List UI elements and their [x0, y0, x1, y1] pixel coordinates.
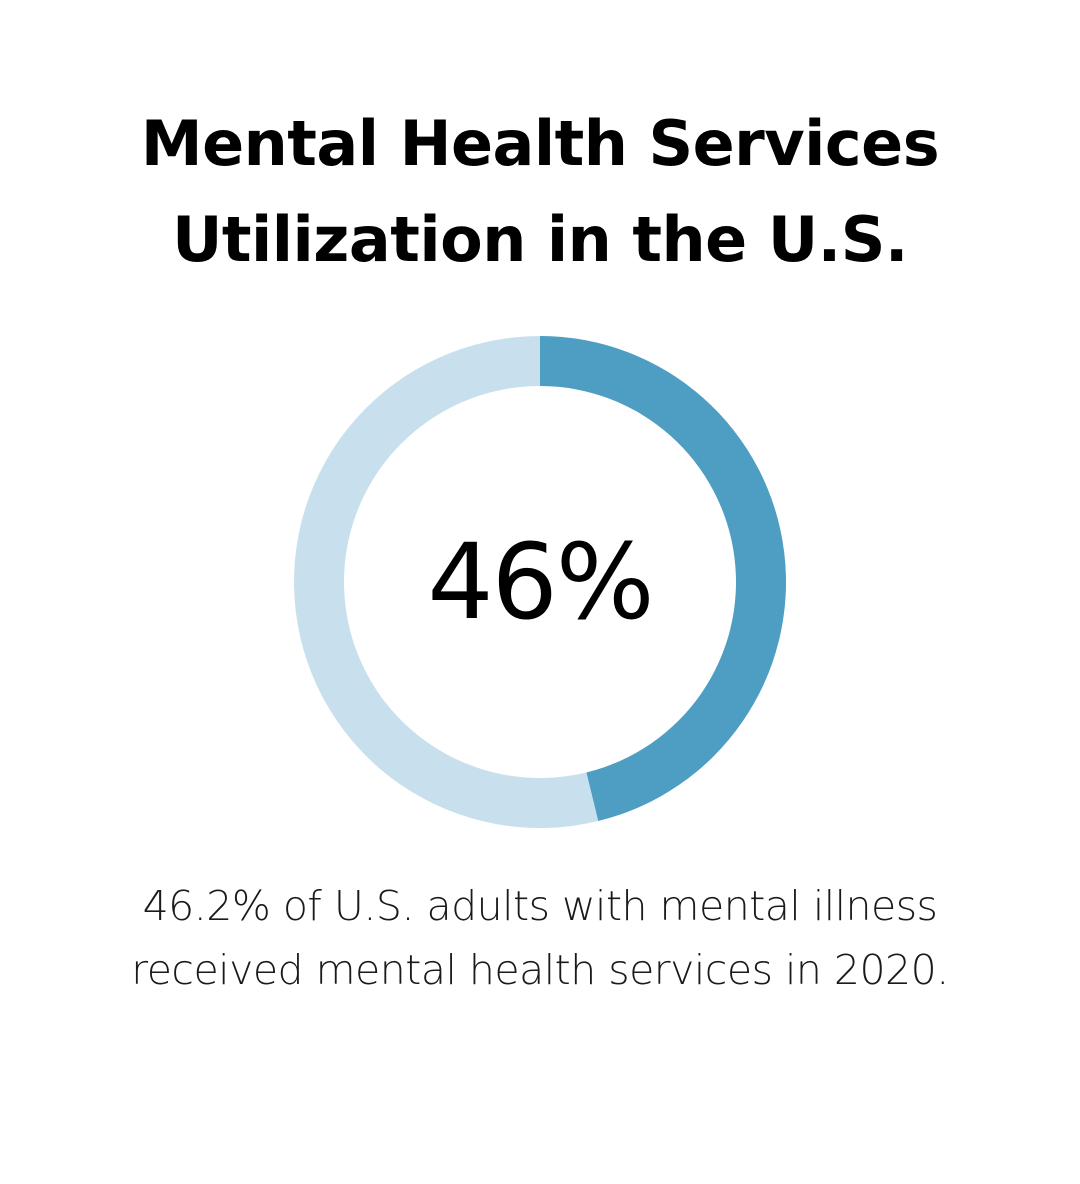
- chart-caption: 46.2% of U.S. adults with mental illness…: [0, 874, 1080, 1002]
- donut-chart: 46%: [290, 332, 790, 832]
- donut-slice-remainder: [293, 336, 599, 828]
- chart-title: Mental Health Services Utilization in th…: [0, 96, 1080, 288]
- donut-center-value: 46%: [427, 521, 654, 643]
- donut-slice-utilized: [540, 336, 786, 822]
- chart-title-line-1: Mental Health Services: [140, 107, 940, 180]
- chart-caption-line-1: 46.2% of U.S. adults with mental illness: [142, 882, 938, 930]
- chart-title-line-2: Utilization in the U.S.: [172, 203, 908, 276]
- donut-chart-svg: [293, 336, 786, 828]
- chart-caption-line-2: received mental health services in 2020.: [131, 946, 949, 994]
